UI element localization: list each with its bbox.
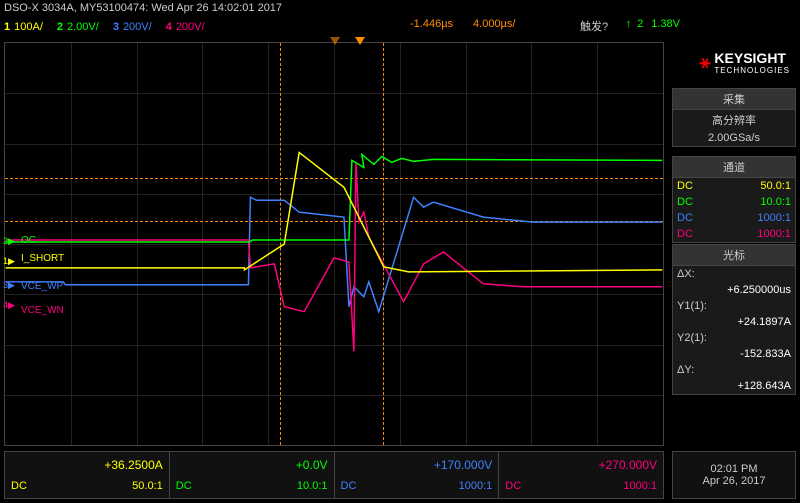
meas-ch4[interactable]: +270.000V DC 1000:1 xyxy=(499,452,663,498)
ch1-coupling: DC xyxy=(677,180,693,192)
ch2-probe-row[interactable]: DC 10.0:1 xyxy=(673,194,795,210)
acq-rate: 2.00GSa/s xyxy=(673,130,795,146)
channel-panel: 通道 DC 50.0:1 DC 10.0:1 DC 1000:1 DC 1000… xyxy=(672,156,796,243)
cursor-panel: 光标 ΔX: +6.250000us Y1(1): +24.1897A Y2(1… xyxy=(672,244,796,395)
timebase-group: -1.446µs 4.000µs/ xyxy=(410,18,535,30)
ch3-gnd-marker[interactable]: 3▶ xyxy=(3,281,15,289)
meas-ch2-probe: 10.0:1 xyxy=(297,480,328,492)
ch2-coupling: DC xyxy=(677,196,693,208)
trigger-level: 1.38V xyxy=(651,18,680,30)
meas-ch3-coupling: DC xyxy=(341,480,357,492)
ch2-num: 2 xyxy=(57,21,63,33)
ch3-probe-row[interactable]: DC 1000:1 xyxy=(673,210,795,226)
trigger-settings[interactable]: ↑ 2 1.38V xyxy=(626,18,680,30)
ch3-scale[interactable]: 3 200V/ xyxy=(113,21,152,33)
meas-ch1[interactable]: +36.2500A DC 50.0:1 xyxy=(5,452,170,498)
cursor-y1-val: +24.1897A xyxy=(673,314,795,330)
meas-ch1-val: +36.2500A xyxy=(11,458,163,472)
acq-mode[interactable]: 高分辨率 xyxy=(673,110,795,130)
ch3-probe: 1000:1 xyxy=(757,212,791,224)
label-oc: OC xyxy=(19,235,38,246)
cursor-y2[interactable] xyxy=(5,221,663,222)
clock-time: 02:01 PM xyxy=(710,463,757,475)
meas-ch2-val: +0.0V xyxy=(176,458,328,472)
timebase-delay[interactable]: -1.446µs xyxy=(410,18,453,30)
ch1-scale[interactable]: 1 100A/ xyxy=(4,21,43,33)
cursor-y1-label: Y1(1): xyxy=(673,298,795,314)
ch1-probe-row[interactable]: DC 50.0:1 xyxy=(673,178,795,194)
cursor-dx-val: +6.250000us xyxy=(673,282,795,298)
cursor-y1[interactable] xyxy=(5,178,663,179)
ch4-val: 200V/ xyxy=(176,21,205,33)
scope-meta: DSO-X 3034A, MY53100474: Wed Apr 26 14:0… xyxy=(4,2,282,14)
label-vce-wn: VCE_WN xyxy=(19,305,66,316)
ch4-probe: 1000:1 xyxy=(757,228,791,240)
meas-ch1-probe: 50.0:1 xyxy=(132,480,163,492)
logo-brand: KEYSIGHT xyxy=(714,50,786,66)
trigger-edge-icon: ↑ xyxy=(626,18,632,30)
ch3-val: 200V/ xyxy=(123,21,152,33)
label-ishort: I_SHORT xyxy=(19,253,66,264)
cursor-x1[interactable] xyxy=(280,43,281,445)
trigger-marker-pos[interactable] xyxy=(355,37,365,45)
cursor-title: 光标 xyxy=(673,245,795,266)
meas-ch2-coupling: DC xyxy=(176,480,192,492)
logo-sub: TECHNOLOGIES xyxy=(714,66,790,75)
cursor-dy-val: +128.643A xyxy=(673,378,795,394)
channel-panel-title: 通道 xyxy=(673,157,795,178)
ch4-probe-row[interactable]: DC 1000:1 xyxy=(673,226,795,242)
logo-mark-icon: ⚹ xyxy=(700,52,711,73)
meas-ch4-coupling: DC xyxy=(505,480,521,492)
ch4-coupling: DC xyxy=(677,228,693,240)
ch1-val: 100A/ xyxy=(14,21,43,33)
cursor-y2-label: Y2(1): xyxy=(673,330,795,346)
ch4-num: 4 xyxy=(166,21,172,33)
meas-ch3[interactable]: +170.000V DC 1000:1 xyxy=(335,452,500,498)
trigger-source: 2 xyxy=(637,18,643,30)
ch4-gnd-marker[interactable]: 4▶ xyxy=(3,301,15,309)
cursor-x2[interactable] xyxy=(383,43,384,445)
waveform-grid[interactable]: 2▶ 1▶ 3▶ 4▶ OC I_SHORT VCE_WP VCE_WN xyxy=(4,42,664,446)
keysight-logo: ⚹ KEYSIGHT TECHNOLOGIES xyxy=(700,50,790,75)
clock-date: Apr 26, 2017 xyxy=(703,475,766,487)
channel-scale-bar: 1 100A/ 2 2.00V/ 3 200V/ 4 200V/ xyxy=(0,18,800,36)
acquisition-panel: 采集 高分辨率 2.00GSa/s xyxy=(672,88,796,147)
label-vce-wp: VCE_WP xyxy=(19,281,65,292)
ch1-probe: 50.0:1 xyxy=(760,180,791,192)
meas-ch3-val: +170.000V xyxy=(341,458,493,472)
meas-ch2[interactable]: +0.0V DC 10.0:1 xyxy=(170,452,335,498)
ch1-gnd-marker[interactable]: 1▶ xyxy=(3,257,15,265)
ch3-num: 3 xyxy=(113,21,119,33)
clock-panel: 02:01 PM Apr 26, 2017 xyxy=(672,451,796,499)
measurement-bar: +36.2500A DC 50.0:1 +0.0V DC 10.0:1 +170… xyxy=(4,451,664,499)
acq-title: 采集 xyxy=(673,89,795,110)
timebase-scale[interactable]: 4.000µs/ xyxy=(473,18,515,30)
ch2-val: 2.00V/ xyxy=(67,21,99,33)
meas-ch1-coupling: DC xyxy=(11,480,27,492)
ch1-num: 1 xyxy=(4,21,10,33)
trigger-marker-ref xyxy=(330,37,340,45)
cursor-y2-val: -152.833A xyxy=(673,346,795,362)
trigger-status: 触发? xyxy=(580,18,608,34)
ch2-probe: 10.0:1 xyxy=(760,196,791,208)
ch2-scale[interactable]: 2 2.00V/ xyxy=(57,21,99,33)
meas-ch3-probe: 1000:1 xyxy=(459,480,493,492)
meas-ch4-val: +270.000V xyxy=(505,458,657,472)
cursor-dx-label: ΔX: xyxy=(673,266,795,282)
cursor-dy-label: ΔY: xyxy=(673,362,795,378)
ch2-gnd-marker[interactable]: 2▶ xyxy=(3,237,15,245)
meas-ch4-probe: 1000:1 xyxy=(623,480,657,492)
ch4-scale[interactable]: 4 200V/ xyxy=(166,21,205,33)
ch3-coupling: DC xyxy=(677,212,693,224)
